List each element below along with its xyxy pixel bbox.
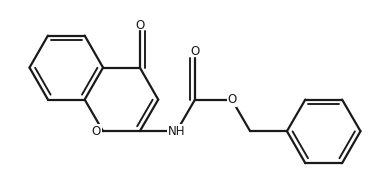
Text: O: O <box>227 93 236 106</box>
Text: O: O <box>135 19 144 32</box>
Text: NH: NH <box>168 125 185 138</box>
Text: O: O <box>190 45 200 58</box>
Text: O: O <box>92 125 101 138</box>
